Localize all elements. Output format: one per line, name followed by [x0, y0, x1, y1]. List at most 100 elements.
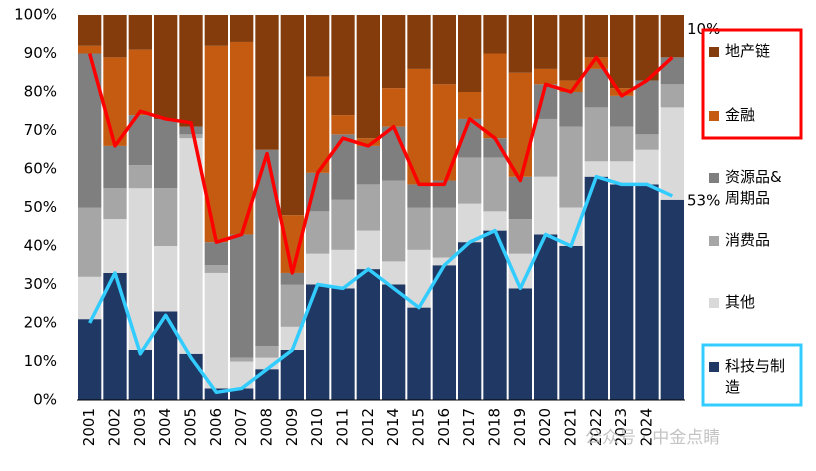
bar-segment	[331, 115, 355, 135]
legend-label: 资源品&周期品	[725, 168, 782, 207]
bar-segment	[559, 126, 583, 208]
bar-segment	[635, 80, 659, 135]
bar-segment	[660, 57, 684, 85]
bar-segment	[432, 207, 456, 258]
bar-segment	[584, 161, 608, 177]
bar-segment	[432, 265, 456, 400]
bar-segment	[432, 15, 456, 85]
bar-segment	[356, 184, 380, 231]
legend-label: 科技与制造	[725, 357, 786, 396]
bar-segment	[660, 107, 684, 200]
bar-segment	[559, 246, 583, 400]
y-tick-label: 40%	[24, 237, 57, 255]
x-tick-label: 2004	[156, 408, 174, 446]
bar-segment	[356, 269, 380, 400]
bar-segment	[407, 207, 431, 250]
bar-segment	[128, 15, 152, 50]
bar-segment	[483, 157, 507, 212]
bar-segment	[255, 346, 279, 358]
bar-segment	[204, 265, 228, 273]
legend-swatch	[709, 236, 719, 246]
bar-segment	[534, 176, 558, 235]
bar-segment	[483, 15, 507, 54]
legend-label: 地产链	[725, 42, 771, 60]
bar-segment	[534, 68, 558, 85]
bar-segment	[356, 145, 380, 185]
x-tick-label: 2005	[182, 408, 200, 446]
y-tick-label: 100%	[14, 6, 57, 24]
bar-segment	[407, 184, 431, 208]
bar-segment	[584, 107, 608, 162]
bar-segment	[382, 88, 406, 127]
bar-segment	[154, 15, 178, 119]
bar-segment	[610, 126, 634, 162]
bar-segment	[78, 207, 102, 277]
bar-segment	[407, 249, 431, 308]
bar-segment	[103, 188, 127, 220]
bar-segment	[483, 230, 507, 400]
bar-segment	[635, 149, 659, 185]
bar-segment	[103, 272, 127, 400]
x-tick-label: 2009	[283, 408, 301, 446]
y-tick-label: 90%	[24, 44, 57, 62]
bar-segment	[584, 176, 608, 400]
legend-swatch	[709, 47, 719, 57]
bar-segment	[179, 138, 203, 354]
legend-swatch	[709, 298, 719, 308]
bar-segment	[255, 369, 279, 400]
line	[88, 174, 674, 395]
bar-segment	[103, 145, 127, 189]
bar-segment	[280, 15, 304, 216]
bar-segment	[230, 15, 254, 42]
bar-segment	[331, 199, 355, 250]
x-tick-label: 2001	[80, 408, 98, 446]
legend-swatch	[709, 362, 719, 372]
bar-segment	[584, 68, 608, 108]
bar-segment	[128, 49, 152, 116]
watermark: 公众号 · 中金点睛	[585, 428, 720, 448]
bar-segment	[559, 80, 583, 92]
bar-segment	[483, 138, 507, 158]
bar-segment	[584, 57, 608, 69]
bar-segment	[331, 134, 355, 200]
bar-segment	[204, 388, 228, 400]
y-tick-label: 60%	[24, 160, 57, 178]
x-tick-label: 2007	[232, 408, 250, 446]
bar-segment	[610, 15, 634, 89]
legend-label: 其他	[725, 293, 756, 311]
legend-label: 消费品	[725, 231, 771, 249]
x-tick-label: 2011	[334, 408, 352, 446]
bar-segment	[458, 203, 482, 243]
bar-segment	[280, 215, 304, 273]
bar-segment	[230, 234, 254, 358]
legend-swatch	[709, 111, 719, 121]
x-tick-label: 2003	[131, 408, 149, 446]
x-tick-label: 2015	[410, 408, 428, 446]
bar-segment	[660, 84, 684, 108]
bar-segment	[534, 234, 558, 400]
bar-segment	[78, 45, 102, 54]
bar-segment	[508, 288, 532, 400]
bar-segment	[458, 157, 482, 204]
bar-segment	[306, 253, 330, 285]
x-tick-label: 2006	[207, 408, 225, 446]
bar-segment	[458, 15, 482, 92]
bar-segment	[382, 261, 406, 285]
x-tick-label: 2021	[562, 408, 580, 446]
bar-segment	[483, 53, 507, 139]
bar-segment	[280, 272, 304, 285]
x-tick-label: 2024	[638, 408, 656, 446]
bar-segment	[306, 15, 330, 77]
bar-segment	[356, 15, 380, 139]
y-tick-label: 20%	[24, 314, 57, 332]
bar-segment	[103, 219, 127, 273]
x-tick-label: 2020	[536, 408, 554, 446]
x-tick-label: 2017	[460, 408, 478, 446]
bar-segment	[331, 288, 355, 400]
bar-segment	[331, 15, 355, 116]
bar-segment	[103, 15, 127, 58]
x-tick-label: 2014	[384, 408, 402, 446]
y-tick-label: 30%	[24, 275, 57, 293]
bar-segment	[508, 219, 532, 254]
bar-segment	[458, 242, 482, 400]
